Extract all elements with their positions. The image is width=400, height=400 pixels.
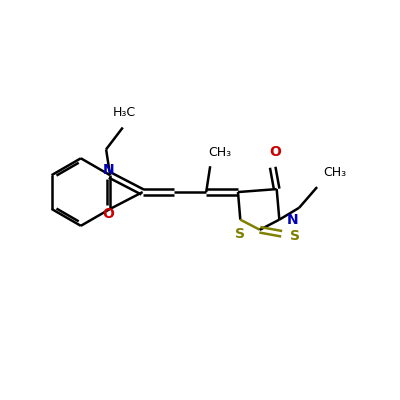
- Text: N: N: [102, 164, 114, 178]
- Text: H₃C: H₃C: [113, 106, 136, 119]
- Text: S: S: [235, 227, 245, 241]
- Text: CH₃: CH₃: [208, 146, 232, 159]
- Text: CH₃: CH₃: [323, 166, 346, 179]
- Text: N: N: [286, 213, 298, 227]
- Text: O: O: [102, 207, 114, 221]
- Text: O: O: [269, 145, 281, 159]
- Text: S: S: [290, 229, 300, 243]
